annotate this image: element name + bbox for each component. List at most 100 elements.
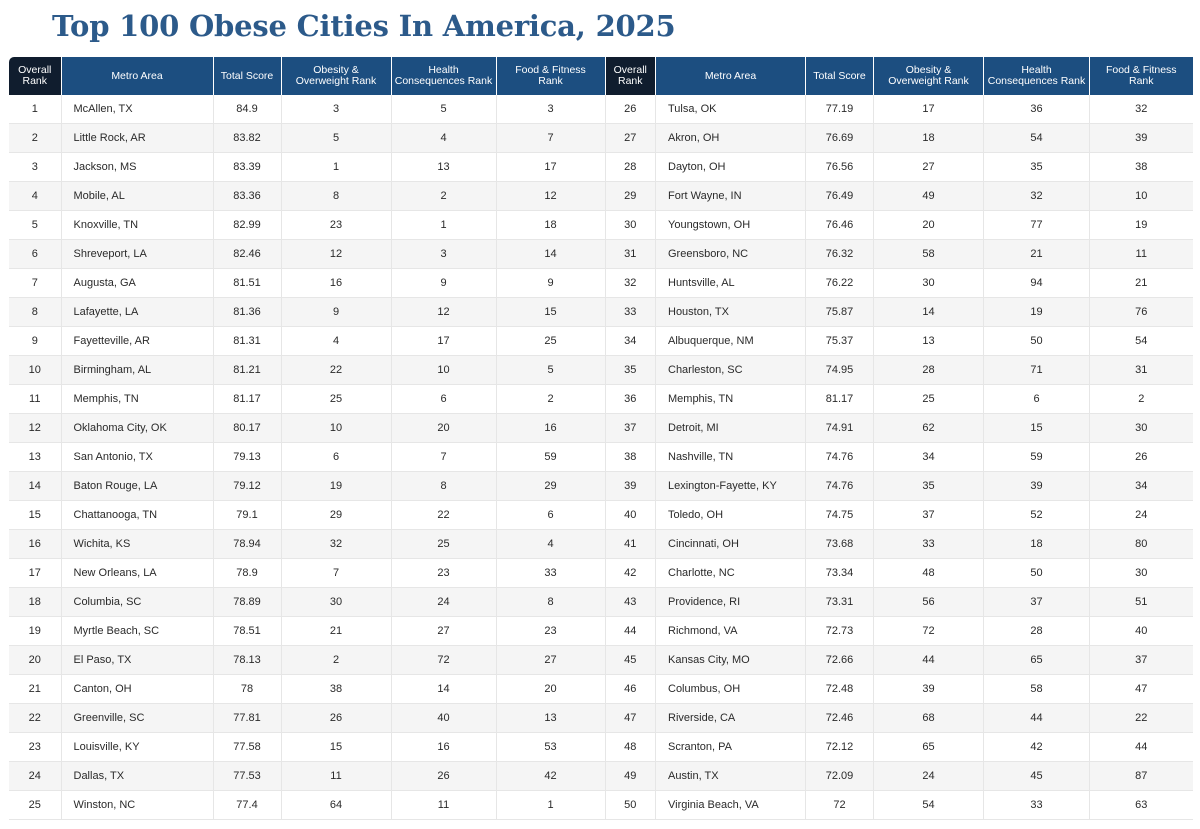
obesity-rank-cell: 58 [873, 239, 984, 269]
obesity-rank-cell: 3 [281, 95, 392, 124]
total-score-cell: 72.12 [805, 732, 874, 762]
metro-area-cell: Columbus, OH [655, 674, 806, 704]
overall-rank-cell: 46 [605, 674, 656, 704]
obesity-rank-cell: 38 [281, 674, 392, 704]
obesity-rank-cell: 64 [281, 790, 392, 820]
overall-rank-cell: 10 [9, 355, 62, 385]
health-rank-cell: 33 [983, 790, 1090, 820]
metro-area-cell: Birmingham, AL [61, 355, 214, 385]
table-row: 30 Youngstown, OH 76.46 20 77 19 [605, 210, 1193, 240]
health-rank-cell: 12 [391, 297, 497, 327]
table-row: 38 Nashville, TN 74.76 34 59 26 [605, 442, 1193, 472]
total-score-cell: 73.34 [805, 558, 874, 588]
total-score-cell: 81.51 [213, 268, 282, 298]
overall-rank-cell: 43 [605, 587, 656, 617]
metro-area-cell: Fort Wayne, IN [655, 181, 806, 211]
health-rank-cell: 20 [391, 413, 497, 443]
food-fitness-rank-header: Food & Fitness Rank [496, 57, 606, 95]
table-row: 10 Birmingham, AL 81.21 22 10 5 [9, 355, 606, 385]
food-fitness-rank-cell: 10 [1089, 181, 1193, 211]
overall-rank-cell: 6 [9, 239, 62, 269]
obesity-rank-cell: 35 [873, 471, 984, 501]
total-score-cell: 77.19 [805, 95, 874, 124]
obesity-rank-cell: 44 [873, 645, 984, 675]
obesity-rank-cell: 18 [873, 123, 984, 153]
total-score-cell: 82.46 [213, 239, 282, 269]
metro-area-cell: Charleston, SC [655, 355, 806, 385]
rankings-table-right: Overall Rank Metro Area Total Score Obesity … [605, 57, 1193, 820]
table-row: 34 Albuquerque, NM 75.37 13 50 54 [605, 326, 1193, 356]
total-score-cell: 72.46 [805, 703, 874, 733]
health-rank-cell: 77 [983, 210, 1090, 240]
table-row: 29 Fort Wayne, IN 76.49 49 32 10 [605, 181, 1193, 211]
overall-rank-cell: 38 [605, 442, 656, 472]
overall-rank-cell: 47 [605, 703, 656, 733]
obesity-rank-cell: 19 [281, 471, 392, 501]
overall-rank-cell: 11 [9, 384, 62, 414]
table-row: 11 Memphis, TN 81.17 25 6 2 [9, 384, 606, 414]
table-row: 43 Providence, RI 73.31 56 37 51 [605, 587, 1193, 617]
food-fitness-rank-cell: 17 [496, 152, 606, 182]
metro-area-cell: Shreveport, LA [61, 239, 214, 269]
metro-area-cell: Myrtle Beach, SC [61, 616, 214, 646]
overall-rank-cell: 21 [9, 674, 62, 704]
metro-area-cell: Providence, RI [655, 587, 806, 617]
health-rank-cell: 3 [391, 239, 497, 269]
obesity-rank-cell: 48 [873, 558, 984, 588]
metro-area-cell: McAllen, TX [61, 95, 214, 124]
obesity-rank-cell: 6 [281, 442, 392, 472]
obesity-rank-cell: 8 [281, 181, 392, 211]
total-score-cell: 78 [213, 674, 282, 704]
total-score-cell: 77.81 [213, 703, 282, 733]
overall-rank-cell: 9 [9, 326, 62, 356]
food-fitness-rank-cell: 51 [1089, 587, 1193, 617]
total-score-cell: 79.1 [213, 500, 282, 530]
metro-area-cell: Greensboro, NC [655, 239, 806, 269]
health-rank-cell: 6 [983, 384, 1090, 414]
table-row: 1 McAllen, TX 84.9 3 5 3 [9, 95, 606, 124]
food-fitness-rank-cell: 44 [1089, 732, 1193, 762]
health-rank-cell: 19 [983, 297, 1090, 327]
obesity-rank-cell: 27 [873, 152, 984, 182]
total-score-cell: 76.22 [805, 268, 874, 298]
food-fitness-rank-cell: 80 [1089, 529, 1193, 559]
health-rank-cell: 72 [391, 645, 497, 675]
obesity-rank-cell: 39 [873, 674, 984, 704]
food-fitness-rank-cell: 76 [1089, 297, 1193, 327]
health-rank-cell: 1 [391, 210, 497, 240]
health-rank-cell: 21 [983, 239, 1090, 269]
total-score-cell: 84.9 [213, 95, 282, 124]
table-row: 32 Huntsville, AL 76.22 30 94 21 [605, 268, 1193, 298]
obesity-rank-cell: 22 [281, 355, 392, 385]
food-fitness-rank-cell: 39 [1089, 123, 1193, 153]
health-rank-cell: 26 [391, 761, 497, 791]
total-score-cell: 83.36 [213, 181, 282, 211]
food-fitness-rank-cell: 27 [496, 645, 606, 675]
health-rank-cell: 58 [983, 674, 1090, 704]
health-rank-cell: 25 [391, 529, 497, 559]
health-rank-cell: 23 [391, 558, 497, 588]
metro-area-cell: El Paso, TX [61, 645, 214, 675]
table-row: 9 Fayetteville, AR 81.31 4 17 25 [9, 326, 606, 356]
obesity-rank-cell: 13 [873, 326, 984, 356]
obesity-rank-cell: 30 [281, 587, 392, 617]
table-row: 6 Shreveport, LA 82.46 12 3 14 [9, 239, 606, 269]
overall-rank-cell: 41 [605, 529, 656, 559]
food-fitness-rank-cell: 63 [1089, 790, 1193, 820]
metro-area-cell: Mobile, AL [61, 181, 214, 211]
health-rank-cell: 94 [983, 268, 1090, 298]
metro-area-header: Metro Area [61, 57, 214, 95]
health-rank-cell: 15 [983, 413, 1090, 443]
overall-rank-header: Overall Rank [605, 57, 656, 95]
overall-rank-cell: 45 [605, 645, 656, 675]
health-rank-cell: 42 [983, 732, 1090, 762]
total-score-cell: 78.13 [213, 645, 282, 675]
health-consequences-rank-header: Health Consequences Rank [391, 57, 497, 95]
obesity-rank-cell: 1 [281, 152, 392, 182]
overall-rank-cell: 13 [9, 442, 62, 472]
overall-rank-cell: 32 [605, 268, 656, 298]
obesity-rank-cell: 15 [281, 732, 392, 762]
obesity-rank-cell: 17 [873, 95, 984, 124]
total-score-cell: 79.12 [213, 471, 282, 501]
table-row: 18 Columbia, SC 78.89 30 24 8 [9, 587, 606, 617]
